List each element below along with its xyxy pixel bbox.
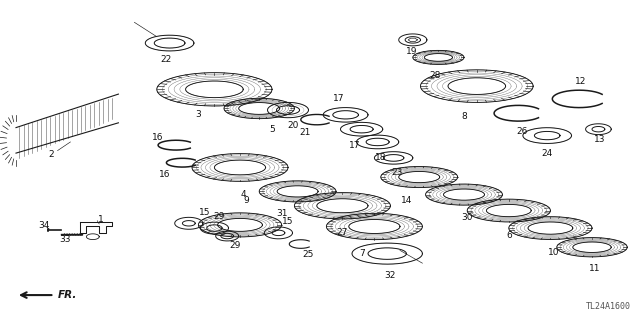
Text: 26: 26 xyxy=(516,127,527,136)
Text: 7: 7 xyxy=(359,249,364,258)
Text: 17: 17 xyxy=(333,94,345,103)
Text: 32: 32 xyxy=(385,271,396,280)
Text: FR.: FR. xyxy=(58,290,77,300)
Text: 18: 18 xyxy=(375,153,387,162)
Text: 16: 16 xyxy=(159,170,170,179)
Text: 23: 23 xyxy=(391,168,403,177)
Text: TL24A1600: TL24A1600 xyxy=(586,302,630,311)
Text: 21: 21 xyxy=(300,128,311,137)
Text: 22: 22 xyxy=(161,55,172,64)
Text: 14: 14 xyxy=(401,196,412,204)
Text: 20: 20 xyxy=(287,121,299,130)
Text: 29: 29 xyxy=(229,241,241,250)
Text: 24: 24 xyxy=(541,149,553,158)
Text: 15: 15 xyxy=(282,217,294,226)
Text: 9: 9 xyxy=(244,197,249,205)
Text: 2: 2 xyxy=(49,150,54,159)
Text: 27: 27 xyxy=(337,228,348,237)
Text: 29: 29 xyxy=(214,212,225,221)
Text: 8: 8 xyxy=(461,112,467,121)
Text: 11: 11 xyxy=(589,264,601,273)
Text: 31: 31 xyxy=(276,209,287,218)
Text: 17: 17 xyxy=(349,141,361,150)
Text: 28: 28 xyxy=(429,71,441,80)
Text: 30: 30 xyxy=(461,213,473,222)
Text: 1: 1 xyxy=(98,215,103,224)
Text: 12: 12 xyxy=(575,77,586,86)
Text: 16: 16 xyxy=(152,133,164,142)
Text: 34: 34 xyxy=(38,221,49,230)
Text: 25: 25 xyxy=(303,250,314,259)
Text: 3: 3 xyxy=(196,110,201,119)
Text: 13: 13 xyxy=(594,135,605,144)
Text: 15: 15 xyxy=(199,208,211,217)
Text: 10: 10 xyxy=(548,249,559,257)
Text: 5: 5 xyxy=(269,125,275,134)
Text: 33: 33 xyxy=(60,235,71,244)
Text: 6: 6 xyxy=(506,231,511,240)
Text: 19: 19 xyxy=(406,48,417,56)
Text: 4: 4 xyxy=(241,190,246,199)
